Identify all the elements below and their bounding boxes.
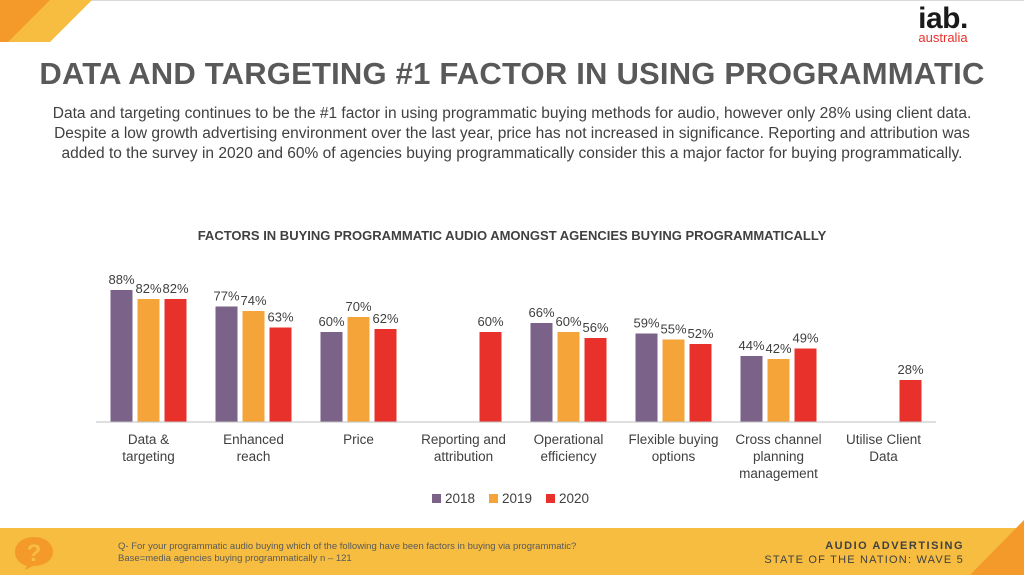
data-label-2019-5: 55% bbox=[660, 322, 686, 337]
legend-swatch-2019 bbox=[489, 494, 498, 503]
data-label-2020-1: 63% bbox=[267, 310, 293, 325]
bar-chart: FACTORS IN BUYING PROGRAMMATIC AUDIO AMO… bbox=[96, 228, 936, 506]
legend-label-2019: 2019 bbox=[502, 491, 532, 506]
bar-2019-4 bbox=[557, 332, 580, 422]
bar-2019-2 bbox=[347, 317, 370, 422]
bar-2020-0 bbox=[164, 299, 187, 422]
category-label-0: Data & targeting bbox=[122, 432, 175, 464]
legend-label-2020: 2020 bbox=[559, 491, 589, 506]
logo-sub-text: australia bbox=[918, 30, 968, 45]
data-label-2020-3: 60% bbox=[477, 314, 503, 329]
bar-2020-4 bbox=[584, 338, 607, 422]
corner-decoration-icon bbox=[0, 0, 92, 42]
question-mark-icon: ? bbox=[15, 537, 53, 570]
category-label-3: Reporting and attribution bbox=[421, 432, 506, 464]
data-label-2020-6: 49% bbox=[792, 331, 818, 346]
category-label-1: Enhanced reach bbox=[223, 432, 284, 464]
data-label-2020-4: 56% bbox=[582, 320, 608, 335]
page-description: Data and targeting continues to be the #… bbox=[52, 105, 972, 162]
data-label-2018-4: 66% bbox=[528, 305, 554, 320]
iab-logo: iab. australia bbox=[908, 2, 978, 45]
bar-2020-1 bbox=[269, 327, 292, 422]
bar-2018-1 bbox=[215, 306, 238, 422]
bar-2020-7 bbox=[899, 380, 922, 422]
bar-2018-4 bbox=[530, 323, 553, 422]
logo-main-text: iab. bbox=[918, 2, 968, 35]
bar-2018-2 bbox=[320, 332, 343, 422]
bar-2020-6 bbox=[794, 348, 817, 422]
data-label-2019-2: 70% bbox=[345, 299, 371, 314]
report-branding: AUDIO ADVERTISING STATE OF THE NATION: W… bbox=[764, 539, 964, 567]
brand-line-1: AUDIO ADVERTISING bbox=[825, 540, 964, 552]
bar-2020-5 bbox=[689, 344, 712, 422]
legend-swatch-2018 bbox=[432, 494, 441, 503]
data-label-2020-5: 52% bbox=[687, 326, 713, 341]
data-label-2020-7: 28% bbox=[897, 362, 923, 377]
data-label-2020-2: 62% bbox=[372, 311, 398, 326]
chart-title: FACTORS IN BUYING PROGRAMMATIC AUDIO AMO… bbox=[198, 228, 827, 243]
data-label-2018-0: 88% bbox=[108, 272, 134, 287]
category-label-4: Operational efficiency bbox=[534, 432, 604, 464]
bar-2020-3 bbox=[479, 332, 502, 422]
bar-2019-6 bbox=[767, 359, 790, 422]
brand-line-2: STATE OF THE NATION: WAVE 5 bbox=[764, 554, 964, 566]
category-label-2: Price bbox=[343, 432, 374, 447]
survey-question: Q- For your programmatic audio buying wh… bbox=[118, 541, 576, 565]
top-border bbox=[0, 0, 1024, 1]
footer-bar bbox=[0, 528, 1024, 575]
footer-corner-decoration-icon bbox=[970, 520, 1024, 575]
bar-2019-0 bbox=[137, 299, 160, 422]
data-label-2018-5: 59% bbox=[633, 316, 659, 331]
page-title: DATA AND TARGETING #1 FACTOR IN USING PR… bbox=[39, 56, 985, 91]
category-label-7: Utilise Client Data bbox=[846, 432, 921, 464]
data-label-2019-0: 82% bbox=[135, 281, 161, 296]
data-label-2020-0: 82% bbox=[162, 281, 188, 296]
survey-question-line: Q- For your programmatic audio buying wh… bbox=[118, 541, 577, 552]
data-label-2019-4: 60% bbox=[555, 314, 581, 329]
data-label-2018-1: 77% bbox=[213, 289, 239, 304]
svg-text:?: ? bbox=[27, 540, 42, 567]
data-label-2019-6: 42% bbox=[765, 341, 791, 356]
legend-label-2018: 2018 bbox=[445, 491, 475, 506]
data-label-2018-2: 60% bbox=[318, 314, 344, 329]
bar-2018-5 bbox=[635, 333, 658, 422]
bar-2019-1 bbox=[242, 311, 265, 422]
bar-2020-2 bbox=[374, 329, 397, 422]
bar-2019-5 bbox=[662, 339, 685, 422]
bar-2018-0 bbox=[110, 290, 133, 422]
data-label-2019-1: 74% bbox=[240, 293, 266, 308]
data-label-2018-6: 44% bbox=[738, 338, 764, 353]
bar-2018-6 bbox=[740, 356, 763, 422]
category-label-5: Flexible buying options bbox=[628, 432, 718, 464]
survey-base-line: Base=media agencies buying programmatica… bbox=[118, 553, 352, 564]
legend-swatch-2020 bbox=[546, 494, 555, 503]
category-label-6: Cross channel planning management bbox=[735, 432, 821, 481]
